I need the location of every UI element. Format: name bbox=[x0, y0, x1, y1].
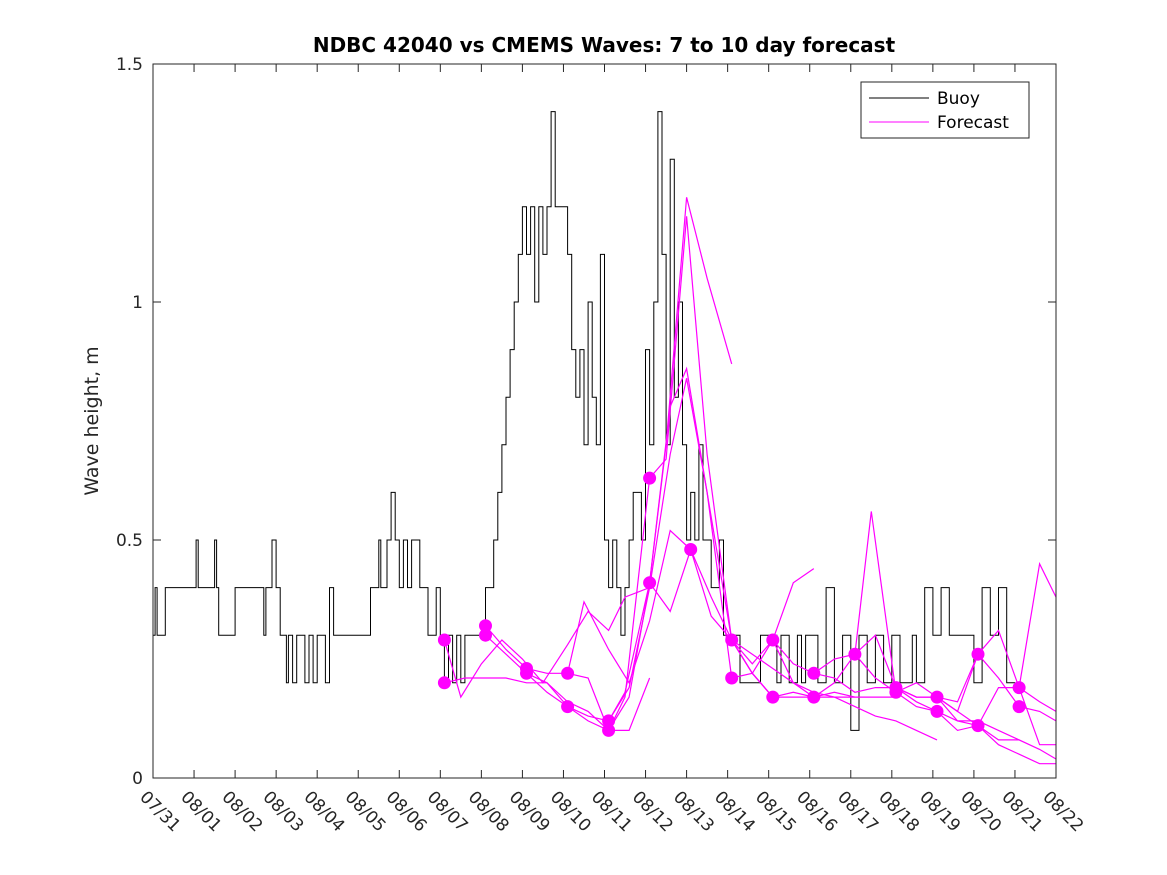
forecast-marker bbox=[437, 676, 451, 690]
axes-box bbox=[152, 63, 1057, 779]
forecast-marker bbox=[848, 647, 862, 661]
legend-box bbox=[860, 81, 1030, 139]
forecast-marker bbox=[807, 690, 821, 704]
y-tick-label: 1 bbox=[132, 293, 143, 313]
forecast-marker bbox=[971, 719, 985, 733]
forecast-marker bbox=[561, 700, 575, 714]
forecast-marker bbox=[766, 690, 780, 704]
forecast-marker bbox=[684, 543, 698, 556]
forecast-marker bbox=[602, 723, 616, 737]
forecast-marker bbox=[1012, 700, 1026, 714]
forecast-marker bbox=[479, 628, 492, 642]
forecast-marker bbox=[643, 576, 657, 590]
forecast-marker bbox=[889, 685, 903, 699]
forecast-marker bbox=[643, 471, 657, 485]
forecast-marker bbox=[520, 666, 533, 680]
forecast-markers bbox=[437, 471, 1026, 737]
buoy-series bbox=[153, 111, 1015, 731]
forecast-line-16 bbox=[1018, 687, 1056, 746]
forecast-marker bbox=[561, 666, 575, 680]
forecast-marker bbox=[1012, 681, 1026, 695]
forecast-marker bbox=[930, 690, 944, 704]
forecast-line-2 bbox=[485, 529, 692, 685]
chart-title: NDBC 42040 vs CMEMS Waves: 7 to 10 day f… bbox=[313, 33, 896, 57]
legend: Buoy Forecast bbox=[860, 81, 1030, 139]
forecast-line-12 bbox=[854, 653, 1056, 765]
y-tick-label: 0.5 bbox=[116, 531, 143, 551]
forecast-marker bbox=[807, 666, 821, 680]
buoy-line bbox=[153, 111, 1015, 731]
legend-forecast-label: Forecast bbox=[937, 113, 1009, 133]
forecast-marker bbox=[725, 633, 739, 647]
y-tick-label: 0 bbox=[132, 769, 143, 789]
forecast-line-1 bbox=[443, 587, 650, 699]
forecast-marker bbox=[725, 671, 739, 685]
forecast-marker bbox=[766, 633, 780, 647]
forecast-marker bbox=[971, 647, 985, 661]
forecast-marker bbox=[437, 633, 451, 647]
forecast-marker bbox=[479, 619, 492, 633]
y-tick-label: 1.5 bbox=[116, 55, 143, 75]
legend-buoy-label: Buoy bbox=[937, 89, 980, 109]
forecast-marker bbox=[930, 704, 944, 718]
forecast-marker bbox=[602, 714, 616, 728]
forecast-line-14 bbox=[936, 653, 1057, 722]
y-axis-label: Wave height, m bbox=[81, 346, 103, 495]
